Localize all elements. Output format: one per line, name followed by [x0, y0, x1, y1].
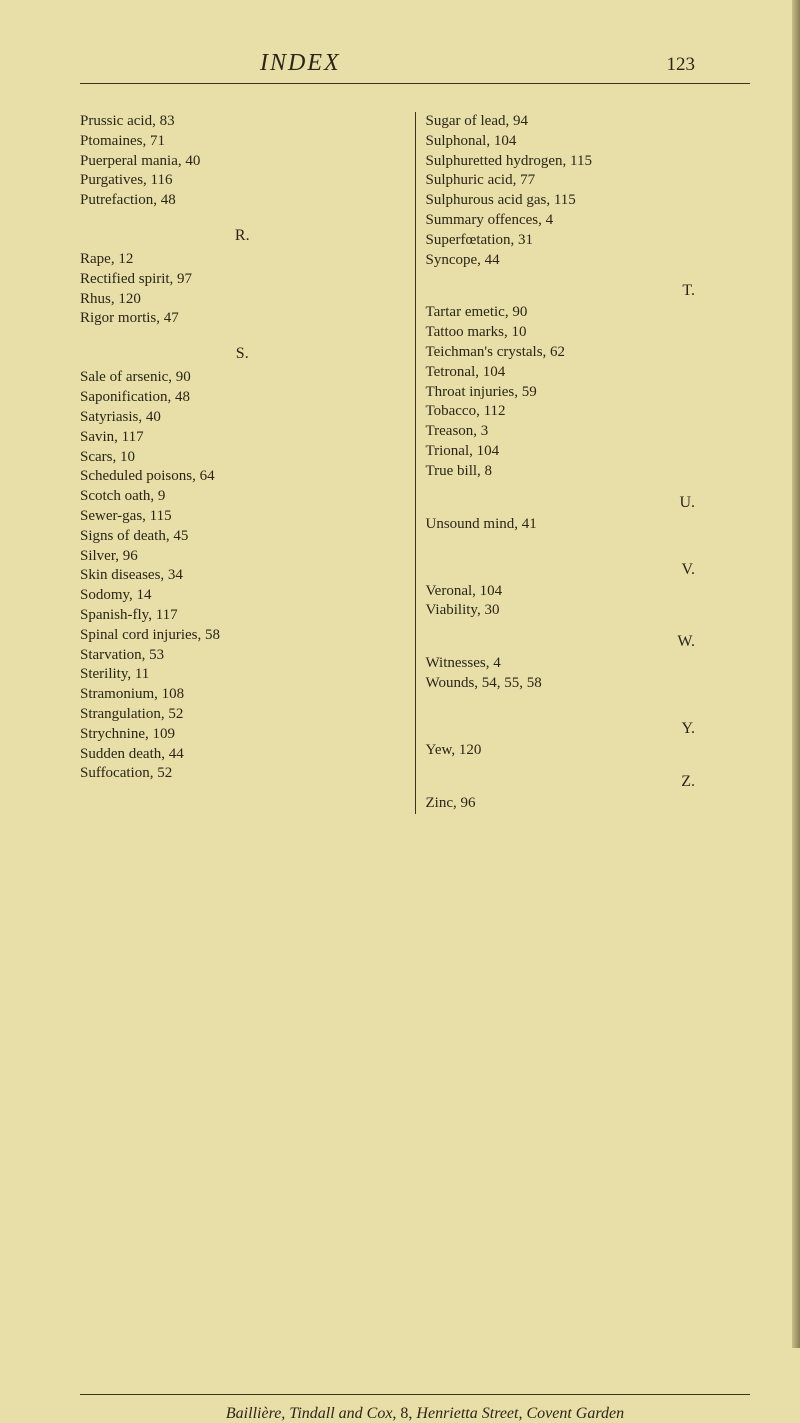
- index-entry: Rectified spirit, 97: [80, 270, 405, 290]
- index-entry: Tetronal, 104: [426, 363, 751, 383]
- address-part: 8,: [396, 1405, 416, 1422]
- index-entry: Sterility, 11: [80, 665, 405, 685]
- index-entry: Puerperal mania, 40: [80, 152, 405, 172]
- index-entry: Teichman's crystals, 62: [426, 343, 751, 363]
- header-rule: [80, 83, 750, 84]
- index-entry: Trional, 104: [426, 442, 751, 462]
- index-entry: Syncope, 44: [426, 251, 751, 271]
- index-entry: Satyriasis, 40: [80, 408, 405, 428]
- section-letter-w: W.: [426, 631, 751, 652]
- section-letter-s: S.: [80, 343, 405, 364]
- index-entry: Tobacco, 112: [426, 402, 751, 422]
- index-entry: Spanish-fly, 117: [80, 606, 405, 626]
- index-title: INDEX: [260, 50, 341, 77]
- index-entry: Prussic acid, 83: [80, 112, 405, 132]
- index-entry: Viability, 30: [426, 601, 751, 621]
- index-entry: Tattoo marks, 10: [426, 323, 751, 343]
- index-entry: Scars, 10: [80, 448, 405, 468]
- index-entry: Sulphurous acid gas, 115: [426, 191, 751, 211]
- section-letter-u: U.: [426, 492, 751, 513]
- section-letter-z: Z.: [426, 771, 751, 792]
- index-entry: Strangulation, 52: [80, 705, 405, 725]
- index-entry: Saponification, 48: [80, 388, 405, 408]
- page-container: INDEX 123 Prussic acid, 83 Ptomaines, 71…: [60, 50, 790, 1338]
- footer-rule: [80, 1394, 750, 1395]
- index-entry: Signs of death, 45: [80, 527, 405, 547]
- address-italic: Henrietta Street, Covent Garden: [416, 1405, 624, 1422]
- footer-text: Baillière, Tindall and Cox, 8, Henrietta…: [60, 1405, 790, 1423]
- spacer: [426, 535, 751, 549]
- index-entry: True bill, 8: [426, 462, 751, 482]
- index-entry: Purgatives, 116: [80, 171, 405, 191]
- index-entry: Sulphuric acid, 77: [426, 171, 751, 191]
- index-entry: Superfœtation, 31: [426, 231, 751, 251]
- index-entry: Sulphuretted hydrogen, 115: [426, 152, 751, 172]
- section-letter-r: R.: [80, 225, 405, 246]
- index-entry: Putrefaction, 48: [80, 191, 405, 211]
- index-entry: Stramonium, 108: [80, 685, 405, 705]
- index-entry: Silver, 96: [80, 547, 405, 567]
- page-right-edge: [792, 0, 800, 1348]
- index-columns: Prussic acid, 83 Ptomaines, 71 Puerperal…: [60, 112, 790, 814]
- index-entry: Ptomaines, 71: [80, 132, 405, 152]
- spacer: [426, 694, 751, 708]
- left-column: Prussic acid, 83 Ptomaines, 71 Puerperal…: [80, 112, 415, 814]
- index-entry: Unsound mind, 41: [426, 515, 751, 535]
- index-entry: Veronal, 104: [426, 582, 751, 602]
- section-letter-y: Y.: [426, 718, 751, 739]
- index-entry: Rape, 12: [80, 250, 405, 270]
- index-entry: Witnesses, 4: [426, 654, 751, 674]
- publisher-name: Baillière, Tindall and Cox,: [226, 1405, 397, 1422]
- index-entry: Throat injuries, 59: [426, 383, 751, 403]
- index-entry: Rhus, 120: [80, 290, 405, 310]
- index-entry: Scotch oath, 9: [80, 487, 405, 507]
- index-entry: Sudden death, 44: [80, 745, 405, 765]
- index-entry: Sale of arsenic, 90: [80, 368, 405, 388]
- index-entry: Suffocation, 52: [80, 764, 405, 784]
- section-letter-t: T.: [426, 280, 751, 301]
- index-entry: Strychnine, 109: [80, 725, 405, 745]
- index-entry: Savin, 117: [80, 428, 405, 448]
- index-entry: Zinc, 96: [426, 794, 751, 814]
- page-number: 123: [667, 54, 696, 76]
- page-header: INDEX 123: [60, 50, 790, 77]
- index-entry: Rigor mortis, 47: [80, 309, 405, 329]
- index-entry: Starvation, 53: [80, 646, 405, 666]
- index-entry: Sewer-gas, 115: [80, 507, 405, 527]
- index-entry: Skin diseases, 34: [80, 566, 405, 586]
- index-entry: Scheduled poisons, 64: [80, 467, 405, 487]
- index-entry: Spinal cord injuries, 58: [80, 626, 405, 646]
- index-entry: Sulphonal, 104: [426, 132, 751, 152]
- index-entry: Tartar emetic, 90: [426, 303, 751, 323]
- index-entry: Summary offences, 4: [426, 211, 751, 231]
- index-entry: Treason, 3: [426, 422, 751, 442]
- section-letter-v: V.: [426, 559, 751, 580]
- index-entry: Yew, 120: [426, 741, 751, 761]
- index-entry: Sodomy, 14: [80, 586, 405, 606]
- right-column: Sugar of lead, 94 Sulphonal, 104 Sulphur…: [415, 112, 791, 814]
- index-entry: Wounds, 54, 55, 58: [426, 674, 751, 694]
- index-entry: Sugar of lead, 94: [426, 112, 751, 132]
